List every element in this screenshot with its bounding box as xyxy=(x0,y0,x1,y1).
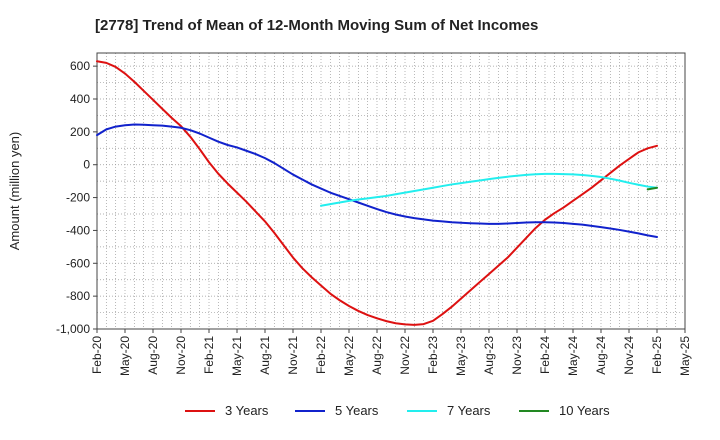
series-line-7-years xyxy=(320,172,658,207)
plot-background xyxy=(97,53,685,329)
y-tick-label: 600 xyxy=(70,59,90,73)
chart-title: [2778] Trend of Mean of 12-Month Moving … xyxy=(95,17,538,34)
x-tick-label: Feb-24 xyxy=(538,336,552,374)
y-tick-label: 400 xyxy=(70,92,90,106)
y-tick-label: -400 xyxy=(66,223,90,237)
series-line-3-years xyxy=(96,60,658,326)
x-tick-label: Feb-21 xyxy=(202,336,216,374)
x-tick-label: May-21 xyxy=(230,336,244,376)
x-tick-label: Aug-21 xyxy=(258,336,272,375)
x-tick-label: May-22 xyxy=(342,336,356,376)
x-tick-label: Aug-20 xyxy=(146,336,160,375)
x-tick-label: Feb-25 xyxy=(650,336,664,374)
legend-label-3-years: 3 Years xyxy=(225,403,269,418)
legend-label-7-years: 7 Years xyxy=(447,403,491,418)
y-tick-label: 200 xyxy=(70,125,90,139)
x-tick-label: Feb-20 xyxy=(90,336,104,374)
x-tick-label: Nov-21 xyxy=(286,336,300,375)
legend-label-5-years: 5 Years xyxy=(335,403,379,418)
x-tick-label: May-25 xyxy=(678,336,692,376)
x-tick-label: Aug-23 xyxy=(482,336,496,375)
x-tick-label: Aug-24 xyxy=(594,336,608,375)
x-tick-label: Nov-24 xyxy=(622,336,636,375)
x-tick-label: Nov-23 xyxy=(510,336,524,375)
x-tick-label: Nov-20 xyxy=(174,336,188,375)
y-tick-label: -800 xyxy=(66,289,90,303)
x-tick-label: May-24 xyxy=(566,336,580,376)
y-tick-label: -1,000 xyxy=(56,322,90,336)
x-tick-label: Feb-22 xyxy=(314,336,328,374)
x-tick-label: May-20 xyxy=(118,336,132,376)
series-line-10-years xyxy=(646,186,658,191)
x-tick-label: Aug-22 xyxy=(370,336,384,375)
x-tick-label: Feb-23 xyxy=(426,336,440,374)
x-tick-label: May-23 xyxy=(454,336,468,376)
plot-frame xyxy=(96,52,686,330)
y-tick-label: -200 xyxy=(66,191,90,205)
legend: 3 Years 5 Years 7 Years 10 Years xyxy=(185,403,610,418)
y-tick-label: 0 xyxy=(83,158,90,172)
y-axis-title: Amount (million yen) xyxy=(7,132,22,251)
x-tick-label: Nov-22 xyxy=(398,336,412,375)
series-line-5-years xyxy=(96,123,658,238)
y-tick-label: -600 xyxy=(66,256,90,270)
legend-label-10-years: 10 Years xyxy=(559,403,610,418)
